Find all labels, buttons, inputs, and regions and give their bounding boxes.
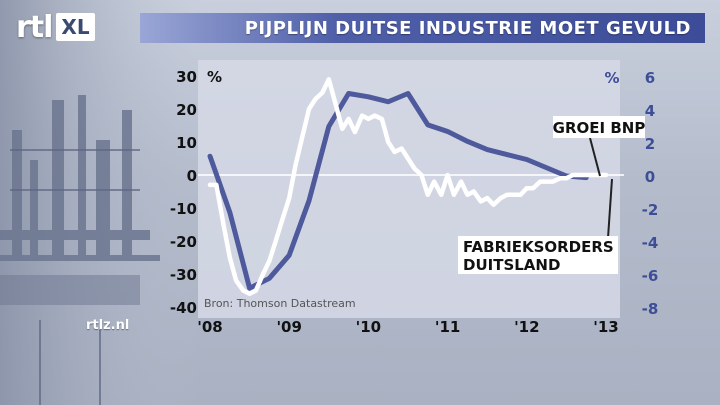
- right-tick-label: -2: [642, 201, 659, 219]
- rtlxl-logo: rtl XL: [16, 9, 95, 45]
- left-axis-unit: %: [207, 68, 222, 86]
- left-tick-label: -10: [170, 200, 197, 218]
- right-tick-label: 0: [645, 168, 655, 186]
- label-callout-bnp: [589, 137, 601, 177]
- x-tick-label: '10: [356, 318, 381, 336]
- series-label-groei-bnp: GROEI BNP: [553, 119, 646, 137]
- x-tick-label: '12: [514, 318, 539, 336]
- chart-source: Bron: Thomson Datastream: [204, 297, 356, 310]
- site-label: rtlz.nl: [86, 318, 130, 333]
- logo-rtl-text: rtl: [16, 9, 53, 45]
- x-tick-label: '08: [197, 318, 222, 336]
- left-tick-label: 10: [176, 134, 197, 152]
- x-tick-label: '13: [593, 318, 618, 336]
- right-axis-unit: %: [604, 69, 619, 87]
- title-bar: PIJPLIJN DUITSE INDUSTRIE MOET GEVULD: [140, 13, 705, 43]
- left-tick-label: 30: [176, 68, 197, 86]
- left-tick-label: 0: [187, 167, 197, 185]
- left-tick-label: 20: [176, 101, 197, 119]
- left-tick-label: -40: [170, 299, 197, 317]
- right-tick-label: -4: [642, 234, 659, 252]
- x-tick-label: '11: [435, 318, 460, 336]
- right-tick-label: -6: [642, 267, 659, 285]
- logo-xl-text: XL: [56, 13, 95, 41]
- right-tick-label: 6: [645, 69, 655, 87]
- series-line-fabrieksorders: [207, 77, 609, 297]
- series-line-groei-bnp: [207, 91, 589, 291]
- series-label-fabrieksorders-line1: FABRIEKSORDERS: [463, 238, 614, 256]
- label-callout-orders: [607, 178, 613, 239]
- plot-background: [198, 60, 620, 318]
- series-label-fabrieksorders-line2: DUITSLAND: [463, 256, 560, 274]
- right-tick-label: 2: [645, 135, 655, 153]
- right-tick-label: -8: [642, 300, 659, 318]
- label-box-bnp: [553, 116, 645, 138]
- x-tick-label: '09: [276, 318, 301, 336]
- chart-title: PIJPLIJN DUITSE INDUSTRIE MOET GEVULD: [244, 17, 691, 39]
- right-tick-label: 4: [645, 102, 655, 120]
- label-box-orders: [458, 236, 618, 274]
- left-tick-label: -30: [170, 266, 197, 284]
- left-tick-label: -20: [170, 233, 197, 251]
